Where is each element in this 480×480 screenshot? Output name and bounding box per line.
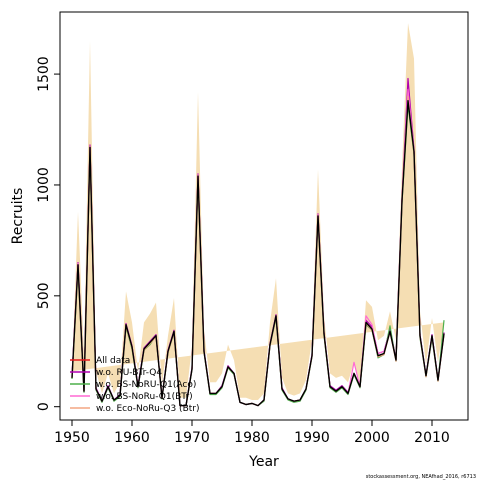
x-tick-label: 2010 (414, 430, 450, 446)
legend-label: w.o. BS-NoRu-Q1(BTr) (96, 392, 193, 402)
legend-label: w.o. RU-BTr-Q4 (96, 368, 162, 378)
x-tick-label: 1980 (234, 430, 270, 446)
y-tick-label: 0 (36, 402, 52, 411)
x-axis-label: Year (248, 454, 279, 470)
x-tick-label: 2000 (354, 430, 390, 446)
series-lines (71, 77, 445, 407)
credit-text: stockassessment.org, NEAfhad_2016, r6713 (366, 474, 476, 480)
series-line-5 (71, 99, 445, 407)
x-tick-label: 1960 (114, 430, 150, 446)
legend: All data w.o. RU-BTr-Q4 w.o. BS-NoRU-Q1(Ac… (70, 356, 200, 414)
x-axis: 1950 1960 1970 1980 1990 2000 2010 (54, 420, 450, 446)
x-tick-label: 1970 (174, 430, 210, 446)
y-tick-label: 1000 (36, 167, 52, 203)
legend-label: All data (96, 356, 130, 366)
x-tick-label: 1990 (294, 430, 330, 446)
confidence-band (72, 23, 444, 400)
y-axis-label: Recruits (10, 188, 26, 245)
legend-label: w.o. BS-NoRU-Q1(Aco) (96, 380, 196, 390)
legend-label: w.o. Eco-NoRu-Q3 (Btr) (96, 404, 200, 414)
y-axis: 0 500 1000 1500 (36, 56, 60, 411)
confidence-band-area (72, 23, 444, 400)
plot-frame (59, 11, 469, 421)
y-tick-label: 1500 (36, 56, 52, 92)
x-tick-label: 1950 (54, 430, 90, 446)
y-tick-label: 500 (36, 282, 52, 309)
